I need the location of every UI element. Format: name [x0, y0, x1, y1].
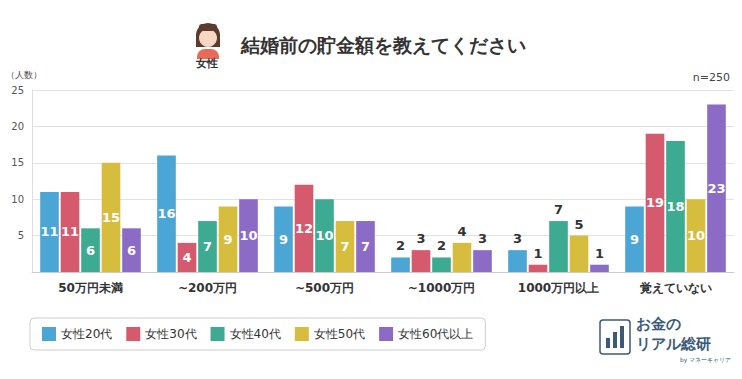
svg-text:18: 18	[666, 199, 684, 214]
svg-text:結婚前の貯金額を教えてください: 結婚前の貯金額を教えてください	[240, 34, 526, 56]
svg-text:20: 20	[11, 121, 24, 132]
svg-text:1: 1	[533, 246, 542, 261]
svg-text:10: 10	[315, 228, 333, 243]
svg-text:15: 15	[102, 210, 120, 225]
svg-text:（人数）: （人数）	[6, 70, 42, 80]
svg-text:女性: 女性	[195, 57, 218, 70]
svg-text:n=250: n=250	[693, 71, 730, 84]
svg-text:9: 9	[630, 232, 639, 247]
svg-text:お金の: お金の	[636, 315, 681, 333]
svg-text:15: 15	[11, 157, 24, 168]
svg-text:10: 10	[239, 228, 257, 243]
svg-text:女性50代: 女性50代	[314, 327, 365, 341]
svg-text:7: 7	[203, 239, 212, 254]
svg-text:11: 11	[61, 224, 79, 239]
svg-text:6: 6	[127, 243, 136, 258]
svg-text:2: 2	[437, 238, 446, 253]
svg-text:4: 4	[457, 224, 466, 239]
svg-text:3: 3	[478, 231, 487, 246]
svg-text:3: 3	[416, 231, 425, 246]
svg-text:50万円未満: 50万円未満	[58, 281, 123, 295]
svg-text:女性20代: 女性20代	[61, 327, 112, 341]
svg-text:2: 2	[396, 238, 405, 253]
svg-text:覚えていない: 覚えていない	[640, 281, 712, 295]
svg-text:12: 12	[295, 221, 313, 236]
svg-text:6: 6	[86, 243, 95, 258]
svg-text:19: 19	[646, 195, 664, 210]
svg-text:女性60代以上: 女性60代以上	[398, 327, 473, 341]
svg-text:1000万円以上: 1000万円以上	[518, 281, 599, 295]
svg-text:女性40代: 女性40代	[230, 327, 281, 341]
svg-text:7: 7	[554, 202, 563, 217]
svg-text:by マネーキャリア: by マネーキャリア	[680, 356, 731, 364]
svg-text:3: 3	[513, 231, 522, 246]
svg-text:5: 5	[18, 230, 24, 241]
svg-text:~500万円: ~500万円	[295, 281, 354, 295]
svg-text:5: 5	[574, 217, 583, 232]
svg-text:女性30代: 女性30代	[145, 327, 196, 341]
svg-text:7: 7	[340, 239, 349, 254]
svg-text:10: 10	[687, 228, 705, 243]
svg-text:23: 23	[707, 181, 725, 196]
svg-text:1: 1	[595, 246, 604, 261]
svg-text:リアル総研: リアル総研	[636, 335, 711, 353]
svg-text:9: 9	[279, 232, 288, 247]
svg-text:7: 7	[361, 239, 370, 254]
svg-text:10: 10	[11, 194, 24, 205]
svg-text:~1000万円: ~1000万円	[408, 281, 475, 295]
svg-text:4: 4	[182, 250, 191, 265]
svg-text:9: 9	[223, 232, 232, 247]
svg-text:~200万円: ~200万円	[178, 281, 237, 295]
svg-text:11: 11	[40, 224, 58, 239]
svg-text:25: 25	[11, 85, 24, 96]
svg-text:16: 16	[157, 206, 175, 221]
